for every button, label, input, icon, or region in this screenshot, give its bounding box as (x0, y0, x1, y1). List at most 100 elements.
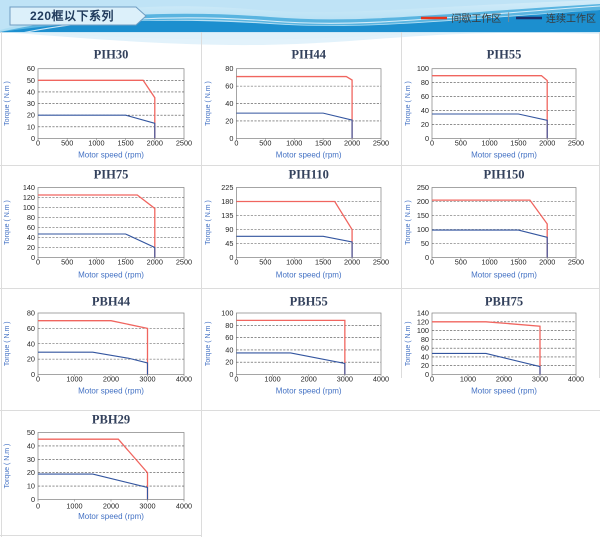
svg-text:PIH110: PIH110 (289, 168, 329, 182)
svg-text:50: 50 (421, 239, 429, 248)
svg-text:Motor speed (rpm): Motor speed (rpm) (471, 271, 537, 280)
svg-text:1000: 1000 (481, 139, 497, 148)
svg-text:1000: 1000 (286, 139, 302, 148)
svg-text:500: 500 (259, 258, 271, 267)
svg-text:20: 20 (27, 355, 35, 364)
svg-text:2000: 2000 (301, 375, 317, 384)
svg-text:4000: 4000 (176, 375, 192, 384)
svg-text:60: 60 (27, 64, 35, 73)
svg-text:PBH75: PBH75 (485, 295, 523, 309)
svg-text:500: 500 (455, 258, 467, 267)
svg-text:0: 0 (31, 495, 35, 504)
svg-text:40: 40 (421, 106, 429, 115)
svg-text:PIH150: PIH150 (484, 168, 525, 182)
svg-text:Motor speed (rpm): Motor speed (rpm) (78, 387, 144, 396)
svg-text:0: 0 (31, 370, 35, 379)
svg-text:45: 45 (225, 239, 233, 248)
svg-text:Motor speed (rpm): Motor speed (rpm) (276, 271, 342, 280)
svg-text:10: 10 (27, 482, 35, 491)
svg-text:0: 0 (31, 253, 35, 262)
svg-text:0: 0 (234, 258, 238, 267)
svg-text:1000: 1000 (88, 258, 104, 267)
svg-text:500: 500 (455, 139, 467, 148)
svg-text:2000: 2000 (103, 502, 119, 511)
svg-text:Torque ( N.m ): Torque ( N.m ) (405, 81, 412, 126)
svg-text:0: 0 (430, 375, 434, 384)
svg-text:120: 120 (23, 193, 35, 202)
svg-text:4000: 4000 (568, 375, 584, 384)
svg-text:2500: 2500 (176, 258, 192, 267)
svg-text:225: 225 (221, 183, 233, 192)
svg-text:20: 20 (225, 358, 233, 367)
svg-text:100: 100 (23, 203, 35, 212)
svg-text:60: 60 (421, 344, 429, 353)
svg-text:10: 10 (27, 122, 35, 131)
svg-text:1500: 1500 (510, 139, 526, 148)
svg-text:Torque ( N.m ): Torque ( N.m ) (4, 200, 11, 245)
svg-text:0: 0 (31, 134, 35, 143)
svg-text:0: 0 (36, 375, 40, 384)
svg-text:4000: 4000 (176, 502, 192, 511)
svg-text:40: 40 (225, 99, 233, 108)
svg-text:PIH55: PIH55 (487, 48, 522, 62)
svg-text:1000: 1000 (460, 375, 476, 384)
svg-text:30: 30 (27, 99, 35, 108)
svg-text:100: 100 (417, 326, 429, 335)
svg-text:60: 60 (225, 82, 233, 91)
svg-text:1000: 1000 (481, 258, 497, 267)
svg-text:80: 80 (27, 309, 35, 318)
svg-text:2000: 2000 (147, 258, 163, 267)
svg-text:1500: 1500 (315, 258, 331, 267)
svg-text:250: 250 (417, 183, 429, 192)
svg-text:0: 0 (36, 502, 40, 511)
svg-text:2000: 2000 (539, 258, 555, 267)
svg-text:0: 0 (430, 258, 434, 267)
svg-text:1500: 1500 (315, 139, 331, 148)
svg-text:150: 150 (417, 211, 429, 220)
svg-text:Motor speed (rpm): Motor speed (rpm) (78, 271, 144, 280)
svg-text:2000: 2000 (344, 139, 360, 148)
svg-text:60: 60 (421, 92, 429, 101)
svg-text:40: 40 (27, 233, 35, 242)
svg-text:140: 140 (23, 183, 35, 192)
svg-text:Motor speed (rpm): Motor speed (rpm) (78, 151, 144, 160)
svg-text:Motor speed (rpm): Motor speed (rpm) (276, 387, 342, 396)
svg-text:0: 0 (36, 258, 40, 267)
svg-text:80: 80 (421, 78, 429, 87)
svg-text:PBH55: PBH55 (290, 295, 328, 309)
svg-text:0: 0 (425, 134, 429, 143)
svg-text:140: 140 (417, 309, 429, 318)
svg-text:1500: 1500 (510, 258, 526, 267)
svg-text:20: 20 (225, 116, 233, 125)
svg-text:2000: 2000 (496, 375, 512, 384)
svg-text:20: 20 (421, 361, 429, 370)
svg-text:80: 80 (225, 321, 233, 330)
svg-text:PIH44: PIH44 (291, 48, 326, 62)
svg-text:2500: 2500 (373, 139, 389, 148)
svg-text:500: 500 (259, 139, 271, 148)
svg-text:50: 50 (27, 76, 35, 85)
svg-text:40: 40 (27, 441, 35, 450)
svg-text:2500: 2500 (373, 258, 389, 267)
svg-text:80: 80 (225, 64, 233, 73)
svg-text:135: 135 (221, 211, 233, 220)
svg-text:1500: 1500 (117, 258, 133, 267)
svg-text:PIH75: PIH75 (94, 168, 129, 182)
svg-text:Motor speed (rpm): Motor speed (rpm) (276, 151, 342, 160)
svg-text:0: 0 (234, 139, 238, 148)
svg-text:1500: 1500 (117, 139, 133, 148)
svg-text:PBH29: PBH29 (92, 413, 130, 427)
svg-text:0: 0 (229, 253, 233, 262)
svg-text:Torque ( N.m ): Torque ( N.m ) (4, 321, 11, 366)
svg-text:30: 30 (27, 455, 35, 464)
svg-text:180: 180 (221, 197, 233, 206)
svg-text:0: 0 (234, 375, 238, 384)
svg-text:1000: 1000 (286, 258, 302, 267)
svg-text:Torque ( N.m ): Torque ( N.m ) (405, 200, 412, 245)
svg-text:20: 20 (421, 120, 429, 129)
svg-text:100: 100 (417, 225, 429, 234)
svg-text:200: 200 (417, 197, 429, 206)
svg-text:40: 40 (27, 339, 35, 348)
svg-text:1000: 1000 (264, 375, 280, 384)
svg-text:2500: 2500 (568, 139, 584, 148)
